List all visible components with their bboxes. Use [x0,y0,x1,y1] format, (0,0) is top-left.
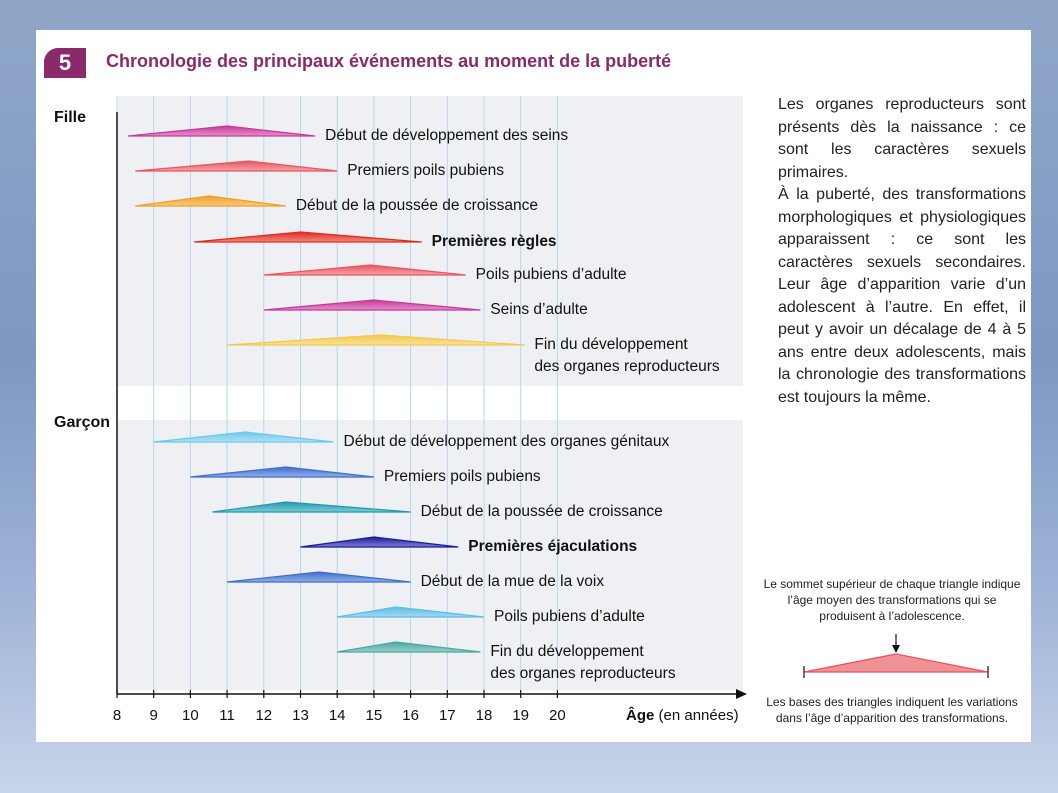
event-triangle [212,501,411,513]
x-axis-label: Âge (en années) [626,706,739,724]
slide-panel: 5 Chronologie des principaux événements … [36,30,1031,742]
event-triangle [190,466,374,478]
event-label: Seins d’adulte [490,301,587,318]
x-tick-label: 14 [329,707,346,724]
event-label: des organes reproducteurs [490,665,676,682]
event-triangle [263,299,481,311]
x-axis-label-unit: (en années) [654,707,738,724]
event-label: Début de la poussée de croissance [296,197,538,214]
event-triangle [194,231,422,243]
event-triangle [227,571,411,583]
event-label: des organes reproducteurs [534,358,720,375]
event-triangle [263,264,466,276]
x-tick-label: 12 [255,707,272,724]
x-tick-label: 8 [113,707,121,724]
legend-pointer-arrow [892,645,900,653]
x-tick-label: 10 [182,707,199,724]
x-tick-label: 15 [366,707,383,724]
explanation-paragraph-primary: Les organes reproducteurs sont présents … [778,96,1026,181]
x-tick-label: 9 [150,707,158,724]
event-label: Premières éjaculations [468,538,637,555]
event-triangle [227,334,525,346]
event-label: Début de développement des organes génit… [344,433,670,450]
group-label: Fille [54,109,86,126]
event-triangle [135,160,338,172]
event-triangle [337,641,481,653]
event-label: Début de la mue de la voix [421,573,605,590]
event-label: Fin du développement [534,336,688,353]
x-tick-label: 13 [292,707,309,724]
legend-peak-note: Le sommet supérieur de chaque triangle i… [763,577,1021,623]
event-triangle [300,536,459,548]
x-tick-label: 17 [439,707,456,724]
event-triangle [135,195,286,207]
legend-triangle [803,653,989,673]
figure-header: 5 Chronologie des principaux événements … [44,44,864,84]
explanation-paragraph-secondary: À la puberté, des transformations morpho… [778,186,1026,406]
event-label: Premiers poils pubiens [384,468,541,485]
event-label: Fin du développement [490,643,644,660]
event-triangle [337,606,485,618]
x-tick-label: 11 [219,707,235,724]
x-axis-label-main: Âge [626,706,654,724]
event-label: Début de développement des seins [325,127,568,144]
band-garcon [118,420,743,690]
puberty-chart: 8 9 10 11 12 13 14 15 16 17 18 19 20 Âge (en années) F… [54,96,747,724]
explanation-text: Les organes reproducteurs sont présents … [778,94,1026,409]
event-triangle [127,125,316,137]
legend-base-note: Les bases des triangles indiquent les va… [766,695,1018,725]
x-tick-label: 19 [512,707,529,724]
x-tick-label: 20 [549,707,566,724]
group-label: Garçon [54,414,110,431]
x-tick-label: 16 [402,707,419,724]
event-label: Début de la poussée de croissance [421,503,663,520]
event-label: Poils pubiens d’adulte [494,608,645,625]
legend-triangle-diagram [803,634,989,678]
x-axis-arrow [736,689,747,699]
x-tick-label: 18 [476,707,493,724]
event-label: Poils pubiens d’adulte [476,266,627,283]
figure-number-badge: 5 [44,48,86,78]
figure-title: Chronologie des principaux événements au… [106,51,672,71]
event-label: Premières règles [432,233,557,250]
event-label: Premiers poils pubiens [347,162,504,179]
event-triangle [153,431,334,443]
